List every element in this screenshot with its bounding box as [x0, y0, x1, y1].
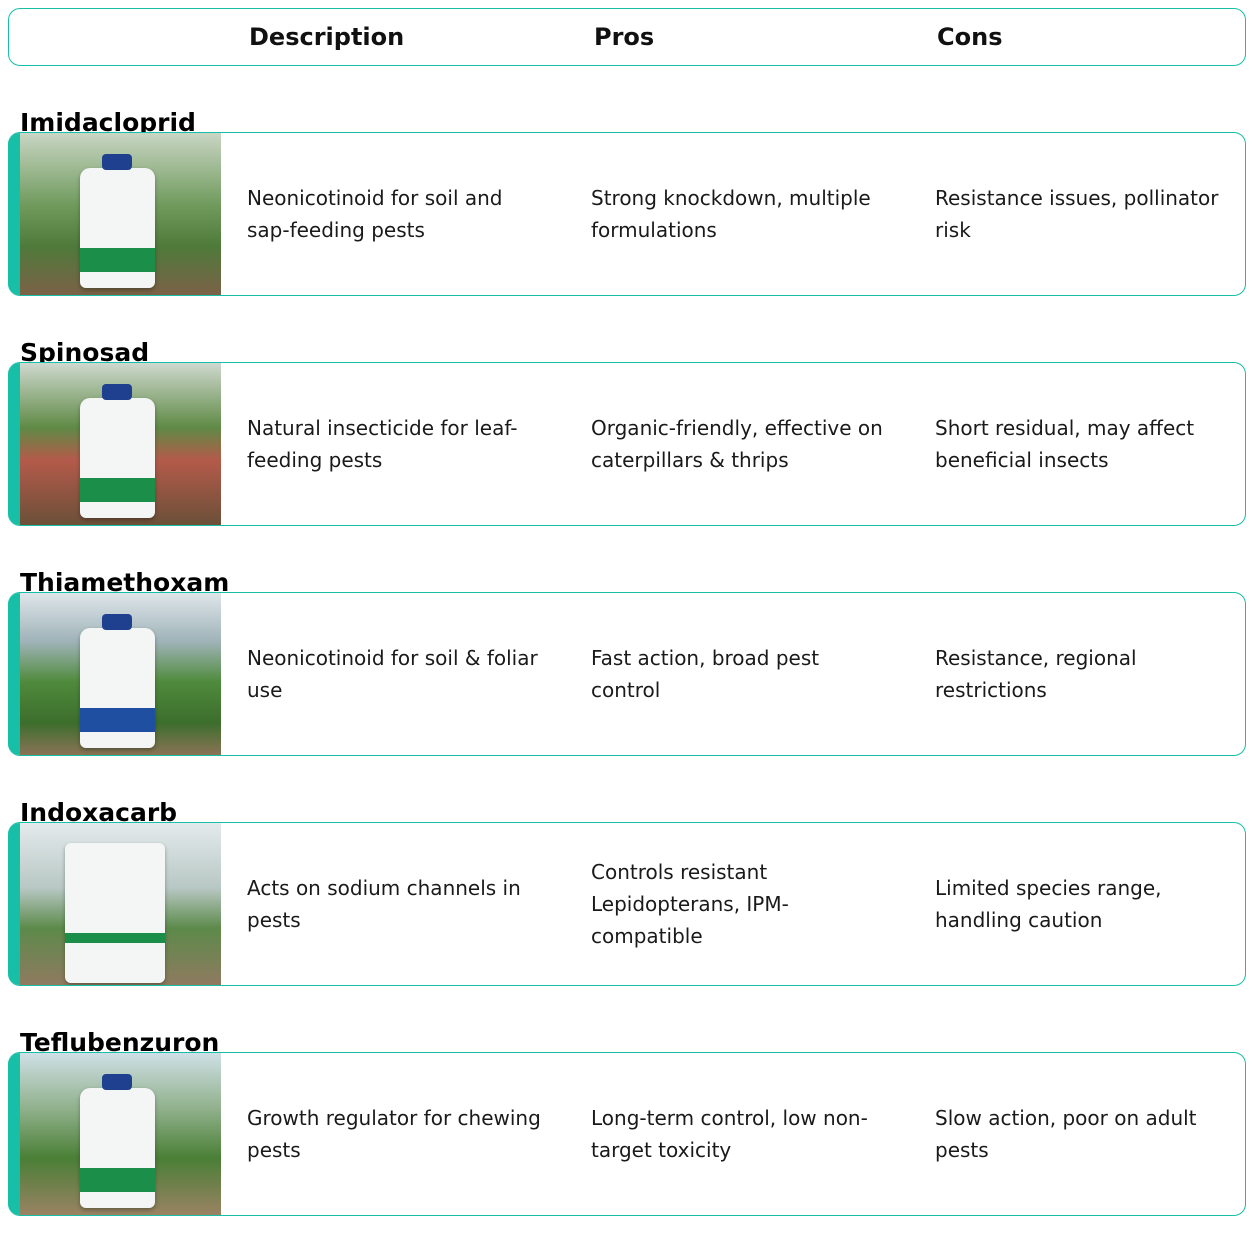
product-card: Neonicotinoid for soil & foliar use Fast…	[8, 592, 1246, 756]
accent-bar	[8, 823, 20, 985]
product-row: Teflubenzuron Growth regulator for chewi…	[8, 1028, 1246, 1242]
header-description: Description	[249, 23, 405, 51]
pros-cell: Fast action, broad pest control	[591, 646, 820, 702]
product-row: Imidacloprid Neonicotinoid for soil and …	[8, 108, 1246, 322]
header-cons: Cons	[937, 23, 1003, 51]
product-image	[20, 593, 221, 755]
description-cell: Growth regulator for chewing pests	[247, 1106, 541, 1162]
accent-bar	[8, 593, 20, 755]
product-card: Acts on sodium channels in pests Control…	[8, 822, 1246, 986]
accent-bar	[8, 363, 20, 525]
cons-cell: Resistance, regional restrictions	[935, 646, 1137, 702]
product-row: Spinosad Natural insecticide for leaf-fe…	[8, 338, 1246, 552]
cons-cell: Limited species range, handling caution	[935, 876, 1162, 932]
accent-bar	[8, 133, 20, 295]
accent-bar	[8, 1053, 20, 1215]
product-card: Neonicotinoid for soil and sap-feeding p…	[8, 132, 1246, 296]
header-pros: Pros	[594, 23, 655, 51]
pros-cell: Strong knockdown, multiple formulations	[591, 186, 871, 242]
product-row: Indoxacarb Acts on sodium channels in pe…	[8, 798, 1246, 1012]
description-cell: Neonicotinoid for soil & foliar use	[247, 646, 538, 702]
pros-cell: Organic-friendly, effective on caterpill…	[591, 416, 883, 472]
product-image	[20, 823, 221, 985]
table-header: Description Pros Cons	[8, 8, 1246, 66]
product-card: Growth regulator for chewing pests Long-…	[8, 1052, 1246, 1216]
product-image	[20, 1053, 221, 1215]
cons-cell: Slow action, poor on adult pests	[935, 1106, 1197, 1162]
cons-cell: Short residual, may affect beneficial in…	[935, 416, 1195, 472]
product-row: Thiamethoxam Neonicotinoid for soil & fo…	[8, 568, 1246, 782]
cons-cell: Resistance issues, pollinator risk	[935, 186, 1219, 242]
description-cell: Neonicotinoid for soil and sap-feeding p…	[247, 186, 503, 242]
description-cell: Natural insecticide for leaf-feeding pes…	[247, 416, 518, 472]
pros-cell: Controls resistant Lepidopterans, IPM-co…	[591, 860, 789, 948]
product-image	[20, 363, 221, 525]
pros-cell: Long-term control, low non-target toxici…	[591, 1106, 868, 1162]
product-image	[20, 133, 221, 295]
product-card: Natural insecticide for leaf-feeding pes…	[8, 362, 1246, 526]
description-cell: Acts on sodium channels in pests	[247, 876, 521, 932]
